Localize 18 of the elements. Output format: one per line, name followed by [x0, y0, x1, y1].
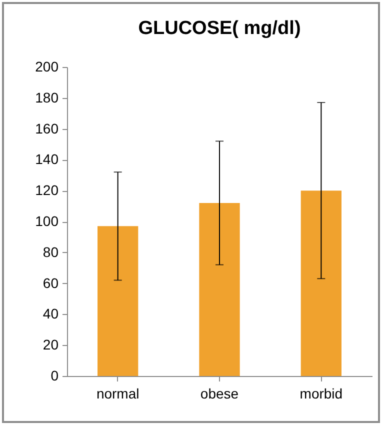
chart-title: GLUCOSE( mg/dl) [138, 18, 301, 39]
y-tick-label: 200 [35, 58, 59, 74]
bar [98, 226, 138, 376]
y-tick-label: 60 [42, 274, 59, 291]
x-tick-label: morbid [300, 386, 343, 402]
y-tick-label: 80 [42, 244, 59, 260]
y-tick-label: 140 [35, 151, 59, 168]
y-tick-label: 0 [50, 368, 59, 384]
x-tick-label: normal [96, 386, 140, 402]
y-tick-label: 120 [35, 182, 59, 198]
y-tick-label: 160 [35, 120, 59, 136]
bar [300, 190, 342, 376]
x-tick-label: obese [200, 386, 239, 402]
y-tick-label: 20 [42, 336, 59, 353]
y-tick-label: 40 [42, 306, 59, 322]
bar [199, 202, 240, 376]
y-tick-label: 100 [35, 213, 59, 229]
y-tick-label: 180 [35, 89, 59, 106]
